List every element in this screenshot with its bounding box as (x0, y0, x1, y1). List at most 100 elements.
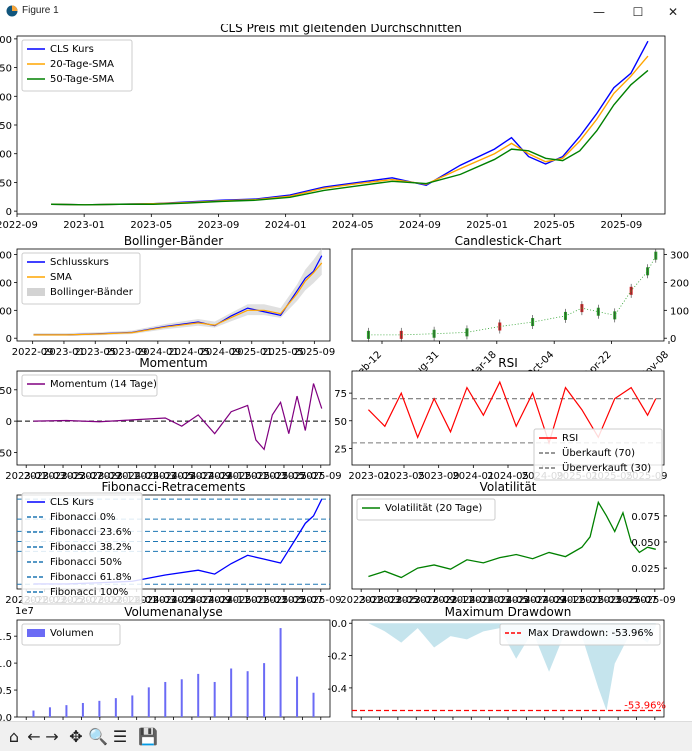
chart-title: RSI (498, 356, 518, 370)
x-tick-label: 2024-11 (208, 595, 250, 606)
y-tick-label: 50 (0, 178, 12, 189)
x-tick-label: 2025-07 (281, 471, 323, 482)
close-button[interactable]: ✕ (667, 5, 679, 19)
y-tick-label: 300 (670, 251, 689, 262)
series-line-sma (33, 262, 323, 336)
x-tick-label: 2024-05 (332, 220, 374, 231)
x-tick-label: 2024-09 (189, 471, 231, 482)
x-tick-label: 2023-05 (383, 471, 425, 482)
volume-bar-12 (230, 668, 233, 717)
x-tick-label: 2024-05 (168, 347, 210, 358)
y-tick-label: 0.050 (631, 538, 660, 549)
x-tick-label: 2024-03 (134, 471, 176, 482)
x-tick-label: 2023-03 (24, 471, 66, 482)
legend-label: Überverkauft (30) (562, 461, 651, 474)
x-tick-label: 2024-05 (153, 471, 195, 482)
x-tick-label: 2024-09 (399, 220, 441, 231)
legend-label: Volatilität (20 Tage) (385, 503, 482, 514)
x-tick-label: 2025-09 (601, 220, 643, 231)
x-tick-label: 2025-03 (579, 595, 621, 606)
legend: Volumen (21, 623, 121, 646)
x-tick-label: 2023-09 (79, 471, 121, 482)
x-tick-label: 2025-09 (634, 595, 676, 606)
configure-subplots-icon[interactable]: ☰ (112, 727, 128, 746)
x-tick-label: 2024-01 (116, 471, 158, 482)
back-arrow-icon[interactable]: ← (27, 727, 41, 746)
y-tick-label: 200 (0, 278, 12, 289)
x-tick-label: 2023-09 (106, 347, 148, 358)
legend-label: Fibonacci 61.8% (50, 572, 131, 583)
zoom-icon[interactable]: 🔍 (88, 727, 108, 746)
y-tick-label: 25 (334, 444, 347, 455)
x-tick-label: 2023-05 (42, 471, 84, 482)
subplot-5: Fibonacci-Retracements2023-012023-032023… (5, 480, 341, 606)
x-tick-label: 2023-05 (74, 347, 116, 358)
x-tick-label: 2023-11 (97, 471, 139, 482)
x-tick-label: 2025-03 (245, 471, 287, 482)
x-tick-label: 2025-05 (597, 595, 639, 606)
legend-label: Fibonacci 100% (50, 587, 128, 598)
x-tick-label: 2024-09 (189, 595, 231, 606)
x-tick-label: 2024-05 (487, 471, 529, 482)
x-tick-label: 2023-05 (377, 595, 419, 606)
figure-canvas: CLS Preis mit gleitenden Durchschnitten 2… (0, 24, 689, 721)
x-tick-label: 2025-09 (293, 347, 335, 358)
volume-bar-15 (279, 628, 282, 717)
legend-box (21, 252, 141, 305)
home-icon[interactable]: ⌂ (8, 727, 20, 746)
axes-frame (351, 248, 665, 342)
y-tick-label: 75 (334, 389, 347, 400)
y-tick-label: -0.2 (327, 652, 347, 663)
max-drawdown-annotation: -53.96% (624, 700, 666, 711)
forward-arrow-icon[interactable]: → (45, 727, 59, 746)
x-tick-label: 2025-01 (226, 595, 268, 606)
x-tick-label: 2023-09 (418, 471, 460, 482)
x-tick-label: 2023-01 (340, 595, 382, 606)
x-tick-label: 2023-01 (5, 471, 47, 482)
x-tick-label: 2025-05 (263, 595, 305, 606)
legend-box (21, 39, 133, 92)
legend-label: Fibonacci 38.2% (50, 542, 131, 553)
volume-bar-5 (114, 698, 117, 717)
y-tick-label: 0 (670, 334, 676, 345)
x-tick-label: 2025-05 (263, 471, 305, 482)
subplot-0: CLS Preis mit gleitenden Durchschnitten 2… (0, 24, 666, 231)
volume-bar-7 (147, 687, 150, 717)
save-icon[interactable]: 💾 (138, 727, 158, 746)
pan-icon[interactable]: ✥ (69, 727, 83, 746)
x-tick-label: 2024-05 (487, 595, 529, 606)
x-tick-label: 2023-11 (432, 595, 474, 606)
legend-box (21, 374, 158, 397)
legend-box (356, 498, 496, 521)
y-tick-label: 0 (6, 417, 12, 428)
maximize-button[interactable]: ☐ (632, 5, 644, 19)
x-tick-label: 2025-01 (466, 220, 508, 231)
y-tick-label: 200 (0, 92, 12, 103)
legend: RSI Überkauft (70) Überverkauft (30) (533, 428, 663, 481)
legend: Max Drawdown: -53.96% (499, 623, 661, 646)
subplot-4: RSI2023-012023-052023-092024-012024-0520… (334, 356, 667, 482)
series-line-rsi (367, 380, 657, 445)
minimize-button[interactable]: — (593, 5, 605, 19)
chart-title: Maximum Drawdown (445, 605, 572, 619)
volume-bar-4 (98, 700, 101, 717)
x-tick-label: 2023-07 (61, 471, 103, 482)
y-tick-label: 300 (0, 35, 12, 46)
chart-title: Momentum (139, 356, 207, 370)
y-tick-label: 0.5 (0, 686, 12, 697)
y-tick-label: 0.0 (331, 619, 347, 630)
y-tick-label: 100 (670, 306, 689, 317)
legend-label: Schlusskurs (50, 257, 109, 268)
legend-patch (27, 629, 45, 637)
legend-patch (27, 288, 45, 296)
matplotlib-app-icon (6, 5, 18, 17)
legend: Schlusskurs SMA Bollinger-Bänder (21, 252, 141, 305)
legend-label: Momentum (14 Tage) (50, 379, 157, 390)
legend: CLS Kurs 20-Tage-SMA 50-Tage-SMA (21, 39, 133, 92)
y-scale-label: 1e7 (15, 606, 34, 617)
y-tick-label: 100 (0, 150, 12, 161)
x-tick-label: 2024-05 (153, 595, 195, 606)
x-tick-label: 2025-01 (226, 471, 268, 482)
x-tick-label: 2023-01 (43, 347, 85, 358)
y-tick-label: 300 (0, 251, 12, 262)
